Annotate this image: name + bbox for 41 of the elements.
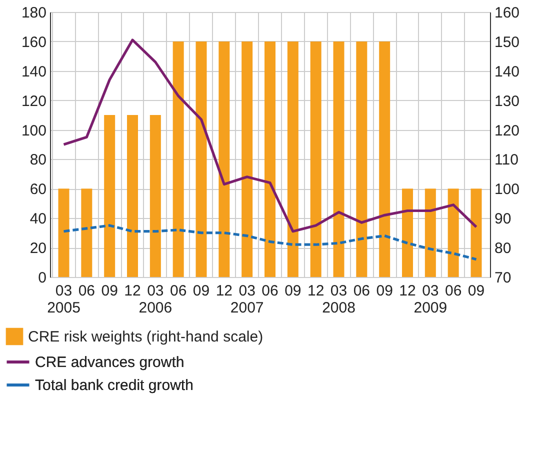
- x-tick-label: 09: [192, 282, 210, 300]
- legend-label: Total bank credit growth: [35, 377, 194, 394]
- y2-tick-label: 70: [494, 270, 512, 286]
- x-tick-label: 09: [101, 282, 118, 300]
- y2-tick-label: 160: [494, 4, 520, 22]
- y-tick-label: 100: [21, 122, 46, 140]
- x-tick-label: 09: [468, 282, 485, 300]
- y-tick-label: 20: [30, 240, 46, 258]
- x-tick-label: 12: [399, 282, 416, 300]
- x-tick-label: 03 2005: [47, 282, 80, 316]
- y2-tick-label: 100: [494, 181, 520, 198]
- y2-tick-label: 80: [494, 240, 512, 258]
- x-tick-label: 03 2008: [322, 282, 356, 316]
- y-tick-label: 140: [21, 63, 46, 80]
- y2-tick-label: 130: [494, 92, 520, 110]
- x-tick-label: 09: [284, 282, 302, 300]
- y-tick-label: 0: [38, 270, 46, 286]
- y2-tick-label: 150: [494, 34, 520, 51]
- y2-tick-label: 140: [494, 63, 520, 80]
- x-tick-label: 12: [216, 282, 233, 300]
- x-tick-label: 12: [124, 282, 141, 300]
- x-tick-label: 06: [78, 282, 96, 300]
- y2-tick-label: 110: [494, 152, 518, 169]
- line-series: [62, 38, 478, 233]
- y-tick-label: 60: [30, 181, 46, 198]
- line-series: [62, 224, 478, 261]
- x-tick-label: 06: [262, 282, 278, 300]
- x-tick-label: 06: [353, 282, 370, 300]
- y-tick-label: 160: [21, 34, 46, 51]
- y-tick-label: 120: [21, 92, 46, 110]
- y-tick-label: 40: [30, 210, 46, 228]
- x-tick-label: 09: [376, 282, 393, 300]
- y-tick-label: 180: [21, 4, 46, 22]
- y2-tick-label: 90: [494, 210, 512, 228]
- x-tick-label: 12: [307, 282, 324, 300]
- legend-label: CRE risk weights (right-hand scale): [28, 328, 264, 346]
- y2-tick-label: 120: [494, 122, 520, 140]
- legend-label: CRE advances growth: [35, 354, 184, 371]
- x-tick-label: 06: [444, 282, 462, 300]
- x-tick-label: 06: [170, 282, 187, 300]
- y-tick-label: 80: [30, 152, 46, 169]
